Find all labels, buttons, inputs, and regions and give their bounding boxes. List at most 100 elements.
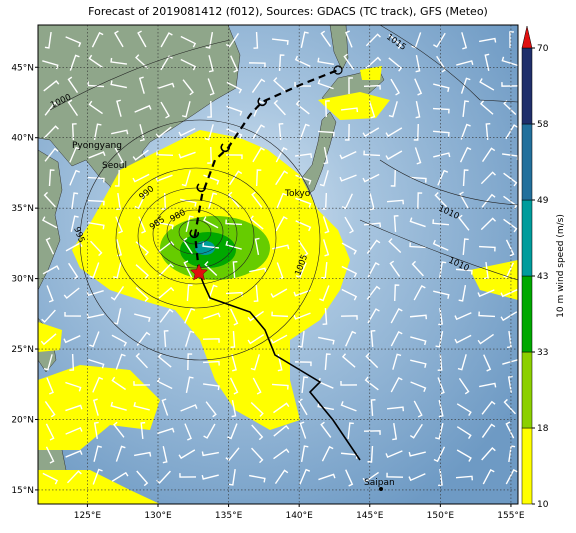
wind-barb <box>364 376 379 391</box>
wind-barb <box>365 33 381 47</box>
wind-barb <box>271 311 289 318</box>
wind-barb <box>139 124 145 142</box>
x-tick-label: 155°E <box>497 511 525 521</box>
wind-barb <box>366 239 381 254</box>
wind-barb <box>252 377 262 395</box>
wind-barb <box>458 214 470 231</box>
wind-barb <box>278 54 285 72</box>
wind-barb <box>163 330 169 348</box>
wind-barb <box>180 404 198 412</box>
wind-barb <box>270 288 288 298</box>
wind-barb <box>207 284 218 301</box>
wind-barb <box>115 353 126 370</box>
wind-barb <box>67 76 79 94</box>
wind-barb <box>433 446 446 463</box>
wind-barb <box>458 285 467 302</box>
wind-barb <box>321 261 328 279</box>
wind-barb <box>40 333 57 346</box>
wind-barb <box>133 401 150 411</box>
wind-barb <box>161 192 167 210</box>
wind-barb <box>87 222 105 230</box>
wind-barb <box>110 57 128 65</box>
wind-barb <box>390 308 403 324</box>
wind-barb <box>339 150 357 160</box>
wind-barb <box>113 262 122 279</box>
wind-barb <box>432 130 450 137</box>
wind-barb <box>156 222 174 230</box>
wind-barb <box>91 31 104 48</box>
map-frame <box>37 24 519 505</box>
wind-barb <box>135 54 149 69</box>
tc-track <box>189 65 361 461</box>
wind-barb <box>225 447 240 462</box>
colorbar: 10 18 33 43 49 58 70 <box>521 25 549 510</box>
y-tick-label: 15°N <box>11 486 34 496</box>
wind-barb <box>271 383 289 390</box>
wind-barb <box>300 31 309 48</box>
wind-barb <box>297 239 309 257</box>
wind-barb <box>178 449 196 460</box>
wind-barb <box>111 129 129 135</box>
wind-barb <box>482 468 495 485</box>
wind-barb <box>323 147 329 165</box>
wind-barb <box>69 54 80 71</box>
wind-barb <box>505 421 515 439</box>
wind-barb <box>392 353 402 370</box>
wind-barb <box>293 312 311 320</box>
wind-barb <box>159 308 174 323</box>
wind-barb <box>249 215 264 230</box>
x-tick-label: 150°E <box>427 511 455 521</box>
wind-barb <box>481 400 496 415</box>
wind-barb <box>93 445 102 462</box>
wind-barb <box>368 101 376 119</box>
wind-barb <box>479 37 497 43</box>
colorbar-segment <box>521 47 533 125</box>
wind-barb <box>322 307 328 325</box>
y-tick-label: 25°N <box>11 345 34 355</box>
wind-barb <box>86 290 104 297</box>
wind-barb <box>300 445 309 463</box>
wind-barb <box>409 242 427 249</box>
wind-barb <box>247 334 265 345</box>
wind-barb <box>435 423 444 440</box>
wind-barb <box>340 401 357 412</box>
wind-barb <box>229 170 243 186</box>
colorbar-tick-label: 43 <box>537 272 548 282</box>
wind-barb <box>437 169 449 186</box>
wind-barb <box>409 217 426 228</box>
wind-barb <box>317 57 335 66</box>
wind-barb <box>386 199 405 205</box>
wind-barb <box>157 82 175 90</box>
wind-barb <box>317 79 334 90</box>
wind-barb <box>186 284 193 302</box>
wind-barb <box>297 330 305 348</box>
wind-barb <box>436 55 447 73</box>
wind-barb <box>46 285 54 303</box>
wind-barb <box>347 422 354 440</box>
wind-barb <box>390 78 400 96</box>
wind-barb <box>340 107 359 113</box>
wind-barb <box>409 314 428 320</box>
wind-barb <box>66 470 82 484</box>
x-tick-label: 135°E <box>215 511 243 521</box>
wind-barb <box>433 152 451 158</box>
wind-barb <box>386 472 404 478</box>
wind-barb <box>385 150 403 160</box>
wind-barb <box>158 286 175 299</box>
colorbar-label: 10 m wind speed (m/s) <box>556 214 566 318</box>
wind-barb <box>388 238 402 254</box>
wind-barb <box>202 360 220 366</box>
wind-barb <box>362 127 380 138</box>
wind-barb <box>156 150 174 157</box>
wind-barb <box>227 191 240 208</box>
wind-barb <box>254 237 260 255</box>
x-tick-label: 125°E <box>74 511 102 521</box>
wind-barb <box>111 334 128 347</box>
wind-barb <box>204 261 218 277</box>
wind-barb <box>227 423 238 440</box>
colorbar-tick-label: 49 <box>537 196 549 206</box>
wind-barb <box>460 123 471 140</box>
wind-barb <box>92 398 99 416</box>
place-label: Saipan <box>364 478 395 488</box>
wind-barb <box>457 354 467 371</box>
